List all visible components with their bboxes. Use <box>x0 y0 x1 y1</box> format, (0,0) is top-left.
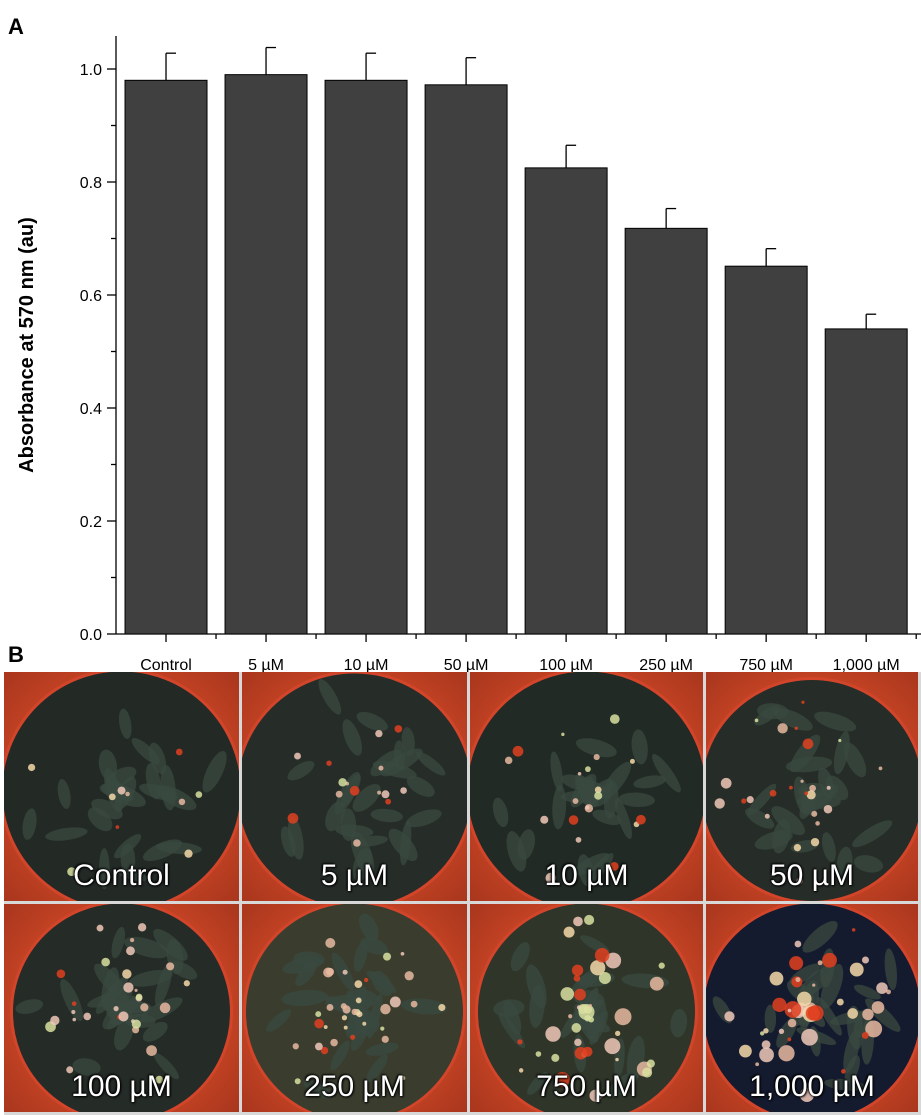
bar <box>324 79 408 635</box>
bar <box>224 74 308 635</box>
micrograph-image <box>470 672 703 901</box>
micrograph-image <box>243 904 466 1112</box>
x-tick-label: 10 µM <box>344 657 389 672</box>
micrograph-well: 10 µM <box>470 672 703 901</box>
x-tick-label: 1,000 µM <box>833 657 900 672</box>
bar <box>524 167 608 635</box>
micrograph-label: 100 µM <box>71 1070 172 1103</box>
micrograph-well: 1,000 µM <box>706 904 918 1112</box>
y-axis-title: Absorbance at 570 nm (au) <box>16 217 38 473</box>
micrograph-image <box>475 904 698 1112</box>
bar <box>424 84 508 635</box>
micrograph-label: 750 µM <box>536 1070 637 1103</box>
micrograph-well: 50 µM <box>706 672 918 901</box>
micrograph-image <box>242 672 467 901</box>
micrograph-image <box>706 904 918 1112</box>
y-tick-label: 0.8 <box>80 175 102 192</box>
micrograph-label: 250 µM <box>304 1070 405 1103</box>
bar <box>724 265 808 635</box>
bar <box>124 79 208 635</box>
micrograph-image <box>10 904 233 1112</box>
x-tick-label: 250 µM <box>639 657 693 672</box>
x-tick-label: 5 µM <box>248 657 284 672</box>
micrograph-image <box>4 672 239 901</box>
x-tick-label: 50 µM <box>444 657 489 672</box>
micrograph-well: 100 µM <box>4 904 239 1112</box>
micrograph-label: 1,000 µM <box>749 1070 875 1103</box>
x-tick-label: 750 µM <box>739 657 793 672</box>
panel-b-label: B <box>8 642 24 667</box>
micrograph-grid: Control 5 µM 10 µM 50 µM 100 µM 250 µM 750 µM 1… <box>4 672 921 1115</box>
micrograph-well: 250 µM <box>242 904 467 1112</box>
x-tick-label: Control <box>140 657 192 672</box>
micrograph-well: 750 µM <box>470 904 703 1112</box>
micrograph-well: 5 µM <box>242 672 467 901</box>
y-tick-label: 0.4 <box>80 401 102 418</box>
bar-chart: 0.0 0.2 0.4 0.6 0.8 1.0 Absorbance at 570 nm (… <box>16 36 921 672</box>
y-tick-label: 0.6 <box>80 288 102 305</box>
micrograph-label: 5 µM <box>320 859 389 892</box>
micrograph-label: 50 µM <box>770 859 854 892</box>
micrograph-label: Control <box>73 859 170 892</box>
y-tick-label: 0.2 <box>80 514 102 531</box>
x-tick-label: 100 µM <box>539 657 593 672</box>
y-tick-label: 1.0 <box>80 62 102 79</box>
micrograph-image <box>706 677 918 901</box>
micrograph-label: 10 µM <box>544 859 629 892</box>
y-tick-label: 0.0 <box>80 627 102 644</box>
bar <box>624 227 708 635</box>
micrograph-well: Control <box>4 672 239 901</box>
panel-a-label: A <box>8 14 24 39</box>
bar <box>824 328 908 635</box>
